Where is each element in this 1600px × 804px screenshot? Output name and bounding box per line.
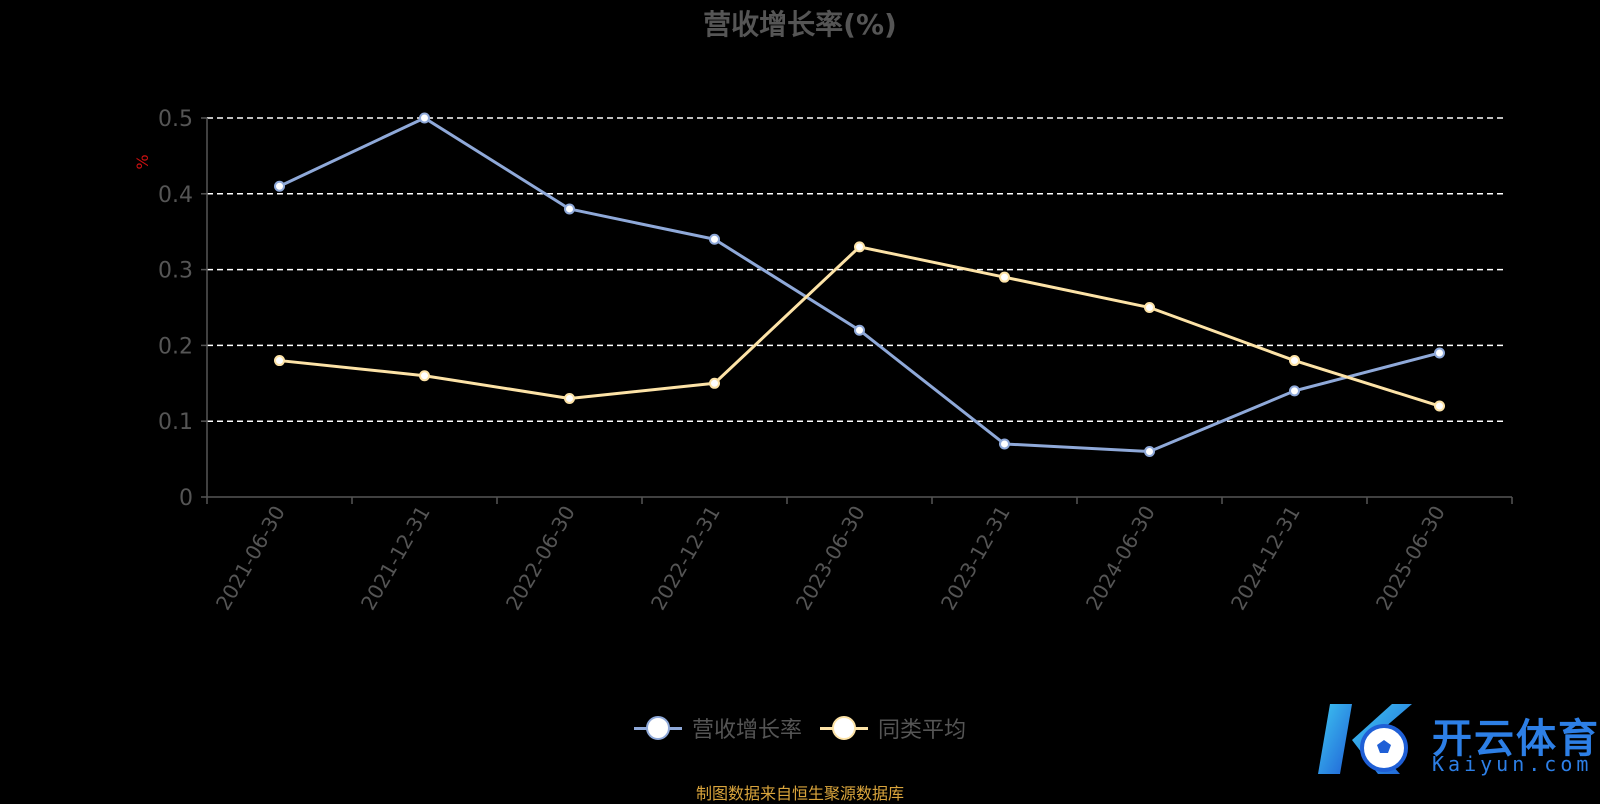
data-point [1434, 347, 1445, 359]
data-point [1289, 355, 1300, 367]
axes [201, 117, 1513, 504]
legend-label: 营收增长率 [691, 718, 802, 743]
data-point [854, 241, 865, 253]
legend-item-series-1[interactable]: 营收增长率 [633, 712, 802, 744]
y-tick-label: 0.4 [158, 183, 193, 208]
legend-item-series-2[interactable]: 同类平均 [820, 712, 966, 744]
legend-swatch-icon [633, 716, 682, 740]
y-tick-label: 0 [179, 486, 193, 511]
y-tick-label: 0.3 [158, 259, 193, 284]
watermark-sub: Kaiyun.com [1432, 752, 1593, 776]
series-2 [274, 241, 1445, 412]
watermark-brand: 开云体育 [1432, 716, 1600, 762]
watermark-logo: 开云体育 Kaiyun.com [1312, 700, 1598, 780]
legend-label: 同类平均 [878, 718, 967, 743]
data-point [564, 392, 575, 404]
gridlines [207, 117, 1506, 422]
y-tick-label: 0.2 [158, 334, 193, 359]
data-point [274, 355, 285, 367]
series-lines [274, 112, 1445, 458]
data-point [999, 438, 1010, 450]
x-tick-label: 2021-12-31 [356, 502, 435, 615]
data-point [1144, 302, 1155, 313]
series-line [278, 116, 1440, 454]
chart-title: 营收增长率(%) [703, 8, 897, 41]
data-point [1144, 446, 1155, 458]
data-point [564, 203, 575, 215]
x-tick-label: 2024-12-31 [1226, 502, 1305, 615]
y-tick-label: 0.5 [158, 107, 193, 132]
tick-labels: 0 0.1 0.2 0.3 0.4 0.5 2021-06-30 2021-12-31 2022… [158, 107, 1450, 614]
data-point [709, 233, 720, 245]
x-tick-label: 2021-06-30 [211, 502, 290, 615]
source-note: 制图数据来自恒生聚源数据库 [695, 784, 904, 803]
data-point [709, 377, 720, 389]
soccer-ball-logo-icon [1318, 704, 1412, 774]
x-tick-label: 2023-12-31 [936, 502, 1015, 615]
data-point [419, 112, 430, 124]
y-axis-label: % [133, 154, 152, 169]
x-tick-label: 2022-06-30 [501, 502, 580, 615]
x-tick-label: 2024-06-30 [1081, 502, 1160, 615]
data-point [999, 271, 1010, 283]
data-point [1289, 385, 1300, 397]
data-point [274, 180, 285, 192]
data-point [854, 324, 865, 336]
legend-swatch-icon [820, 716, 868, 740]
series-1 [274, 112, 1445, 458]
x-tick-label: 2022-12-31 [646, 502, 725, 615]
data-point [419, 370, 430, 382]
data-point [1434, 400, 1445, 412]
x-tick-label: 2023-06-30 [791, 502, 870, 615]
y-tick-label: 0.1 [158, 410, 193, 435]
x-tick-label: 2025-06-30 [1371, 502, 1450, 615]
legend: 营收增长率 同类平均 [0, 712, 1600, 744]
